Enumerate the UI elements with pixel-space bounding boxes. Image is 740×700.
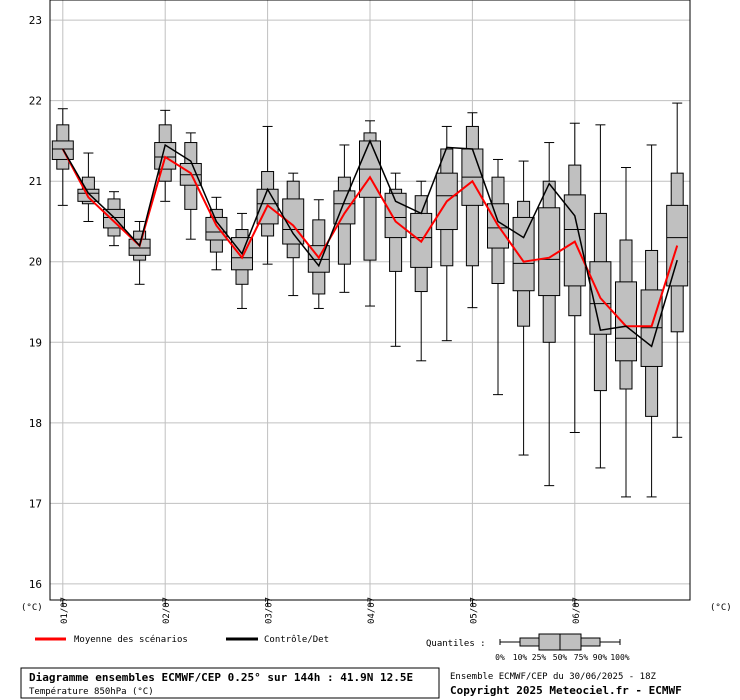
box-42h	[231, 212, 253, 309]
box-78h	[384, 172, 407, 347]
mean-line	[61, 148, 679, 328]
x-tick-label: 03/07	[265, 597, 275, 624]
legend-quantile-tick: 90%	[593, 653, 608, 662]
legend-quantile-tick: 0%	[495, 653, 505, 662]
box-0h	[51, 108, 74, 206]
y-tick-label: 16	[29, 578, 42, 591]
footer-run-info: Ensemble ECMWF/CEP du 30/06/2025 - 18Z	[450, 672, 656, 682]
y-tick-label: 23	[29, 14, 42, 27]
y-axis: 16 17 18 19 20 21 22 23	[29, 14, 42, 591]
box-25-75	[538, 207, 561, 297]
footer-title: Diagramme ensembles ECMWF/CEP 0.25° sur …	[29, 671, 413, 684]
box-120h	[563, 122, 586, 433]
y-tick-label: 18	[29, 417, 42, 430]
x-axis: 01/07 02/07 03/07 04/07 05/07 06/07	[60, 597, 582, 624]
y-tick-label: 17	[29, 497, 42, 510]
box-144h	[666, 102, 689, 438]
box-72h	[359, 120, 381, 307]
legend-control-label: Contrôle/Det	[264, 634, 329, 645]
box-48h	[256, 125, 279, 265]
box-102h	[487, 158, 509, 396]
line-series	[61, 138, 679, 348]
legend-quantile-box: 0% 10% 25% 50% 75% 90% 100%	[495, 633, 630, 662]
legend-quantile-tick: 10%	[513, 653, 528, 662]
box-25-75	[205, 216, 228, 241]
legend-mean-label: Moyenne des scénarios	[74, 634, 188, 645]
x-tick-label: 05/07	[469, 597, 479, 624]
y-unit-right: (°C)	[710, 603, 732, 613]
box-12h	[103, 191, 125, 247]
x-tick-label: 01/07	[60, 597, 70, 624]
box-6h	[77, 152, 100, 222]
legend-quantile-tick: 50%	[553, 653, 568, 662]
box-90h	[435, 125, 458, 342]
plot-frame	[49, 0, 691, 601]
legend-quantiles-label: Quantiles :	[426, 639, 486, 649]
legend: Moyenne des scénarios Contrôle/Det Quant…	[35, 633, 630, 662]
x-tick-label: 02/07	[162, 597, 172, 624]
legend-quantile-tick: 25%	[532, 653, 547, 662]
x-tick-label: 04/07	[367, 597, 377, 624]
legend-quantile-tick: 75%	[574, 653, 589, 662]
box-25-75	[512, 216, 535, 292]
box-96h	[461, 112, 484, 309]
footer-title-frame	[20, 667, 440, 699]
footer-copyright: Copyright 2025 Meteociel.fr - ECMWF	[450, 684, 682, 697]
y-tick-label: 19	[29, 336, 42, 349]
y-tick-label: 22	[29, 95, 42, 108]
y-tick-label: 21	[29, 175, 42, 188]
box-25-75	[615, 281, 637, 362]
box-114h	[538, 142, 561, 487]
y-tick-label: 20	[29, 256, 42, 269]
box-132h	[615, 167, 637, 498]
x-tick-label: 06/07	[572, 597, 582, 624]
y-unit-left: (°C)	[21, 603, 43, 613]
box-25-75	[128, 238, 151, 256]
control-line	[62, 138, 678, 348]
box-60h	[307, 199, 330, 309]
box-25-75	[563, 194, 586, 287]
footer-subtitle: Température 850hPa (°C)	[29, 686, 154, 697]
legend-quantile-tick: 100%	[610, 653, 629, 662]
box-84h	[410, 180, 433, 362]
box-108h	[512, 160, 535, 456]
box-18h	[128, 220, 151, 285]
